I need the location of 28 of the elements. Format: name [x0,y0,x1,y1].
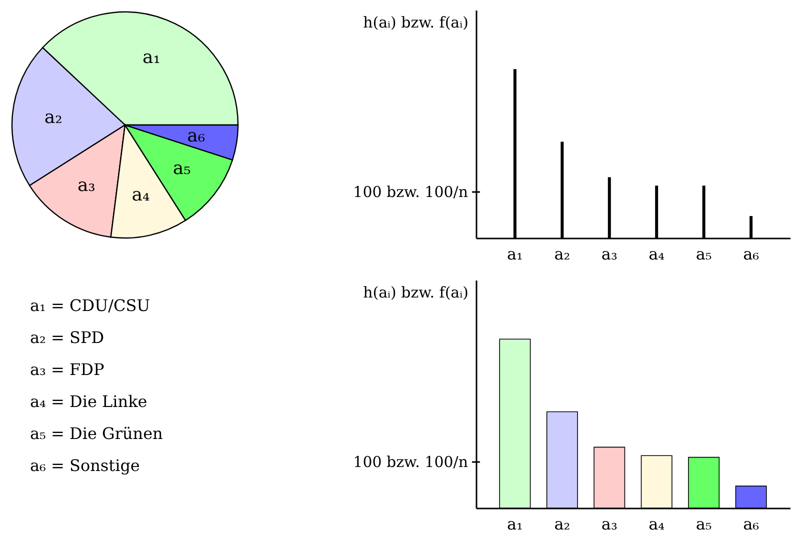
x-tick-label: a₄ [648,244,665,264]
slice-label: a₂ [44,107,62,128]
text: a₄ = Die Linke [30,391,148,413]
text: 100 bzw. 100/n [353,453,468,471]
slice-label: a₁ [142,47,160,68]
slice-label: a₆ [187,125,206,146]
text: a₃ = FDP [30,359,106,381]
x-tick-label: a₃ [601,514,618,533]
text: a₁ = CDU/CSU [30,295,152,317]
slice-label: a₅ [172,158,191,180]
y-axis-title: h(aᵢ) bzw. f(aᵢ) [363,284,468,302]
x-tick-label: a₂ [554,244,570,264]
text: a₆ = Sonstige [30,455,141,477]
text: 100 bzw. 100/n [353,183,468,201]
x-tick-label: a₄ [648,514,665,533]
y-axis-title: h(aᵢ) bzw. f(aᵢ) [363,14,468,32]
x-tick-label: a₆ [743,244,760,264]
text: a₂ = SPD [30,327,106,349]
x-tick-label: a₅ [696,244,712,264]
x-tick-label: a₃ [601,244,618,264]
slice-label: a₃ [77,174,96,196]
slice-label: a₄ [132,184,150,206]
x-tick-label: a₆ [743,514,760,533]
x-tick-label: a₅ [696,514,712,533]
x-tick-label: a₁ [506,514,523,533]
x-tick-label: a₁ [506,244,523,264]
text: a₅ = Die Grünen [30,423,163,445]
x-tick-label: a₂ [554,514,570,533]
